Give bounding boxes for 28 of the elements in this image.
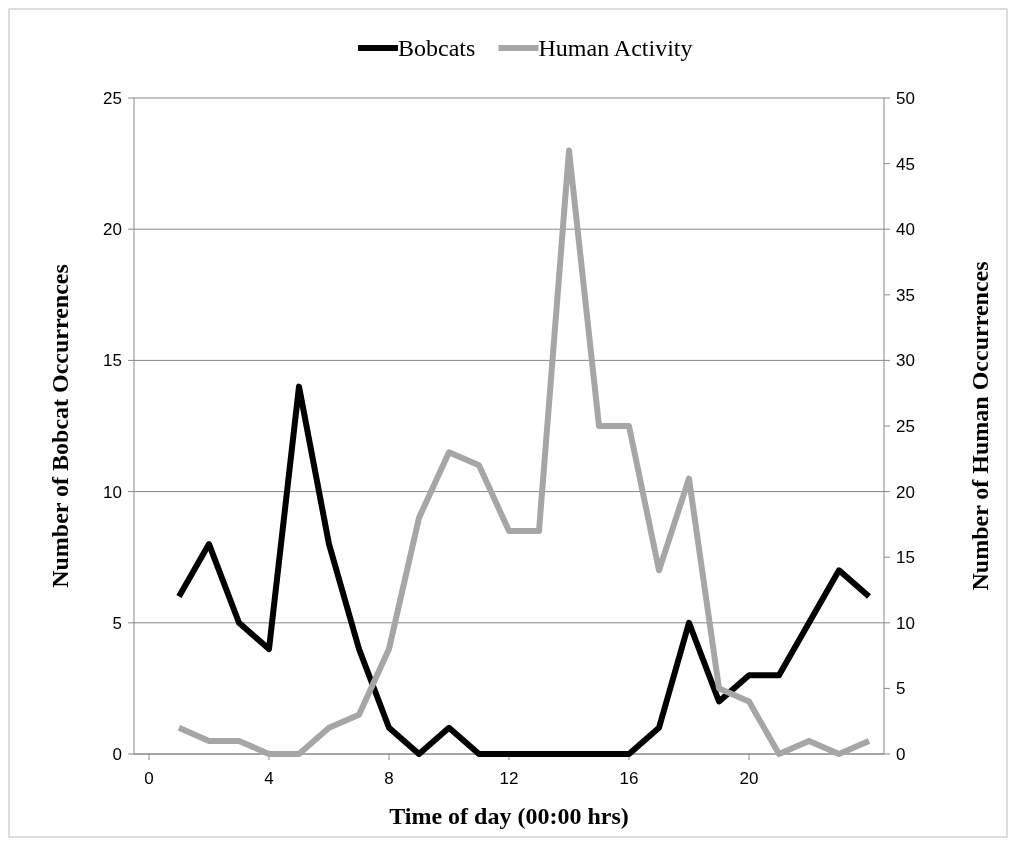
x-tick-label: 12 <box>499 769 519 788</box>
y2-tick-label: 5 <box>896 679 906 699</box>
y2-tick-label: 15 <box>896 548 915 568</box>
y2-tick-label: 35 <box>896 285 915 305</box>
x-axis-title: Time of day (00:00 hrs) <box>389 803 629 829</box>
y2-tick-label: 20 <box>896 482 915 502</box>
x-tick-label: 16 <box>619 769 639 788</box>
y-tick-label: 20 <box>103 220 122 240</box>
y-tick-label: 15 <box>103 351 122 371</box>
y-tick-label: 10 <box>103 482 122 502</box>
y-axis-title: Number of Bobcat Occurrences <box>47 264 73 588</box>
y2-tick-label: 40 <box>896 220 915 240</box>
y2-tick-label: 50 <box>896 89 915 108</box>
y-tick-label: 25 <box>103 89 122 108</box>
legend-label: Bobcats <box>398 35 476 61</box>
x-tick-label: 0 <box>144 769 154 788</box>
y2-tick-label: 0 <box>896 745 906 764</box>
y2-tick-label: 45 <box>896 154 915 174</box>
y2-tick-label: 30 <box>896 351 915 371</box>
y-tick-label: 0 <box>112 745 122 764</box>
x-tick-label: 20 <box>739 769 759 788</box>
y2-tick-label: 10 <box>896 613 915 633</box>
y2-tick-label: 25 <box>896 417 915 436</box>
y-tick-label: 5 <box>112 613 122 633</box>
x-tick-label: 8 <box>384 769 394 788</box>
x-tick-label: 4 <box>264 769 274 788</box>
y2-axis-title: Number of Human Occurrences <box>967 261 993 591</box>
legend-label: Human Activity <box>538 35 693 61</box>
